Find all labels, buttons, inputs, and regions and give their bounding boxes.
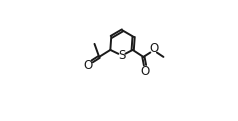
- Text: O: O: [149, 42, 159, 55]
- Text: O: O: [83, 59, 92, 72]
- Text: O: O: [140, 65, 150, 78]
- Text: S: S: [118, 49, 126, 62]
